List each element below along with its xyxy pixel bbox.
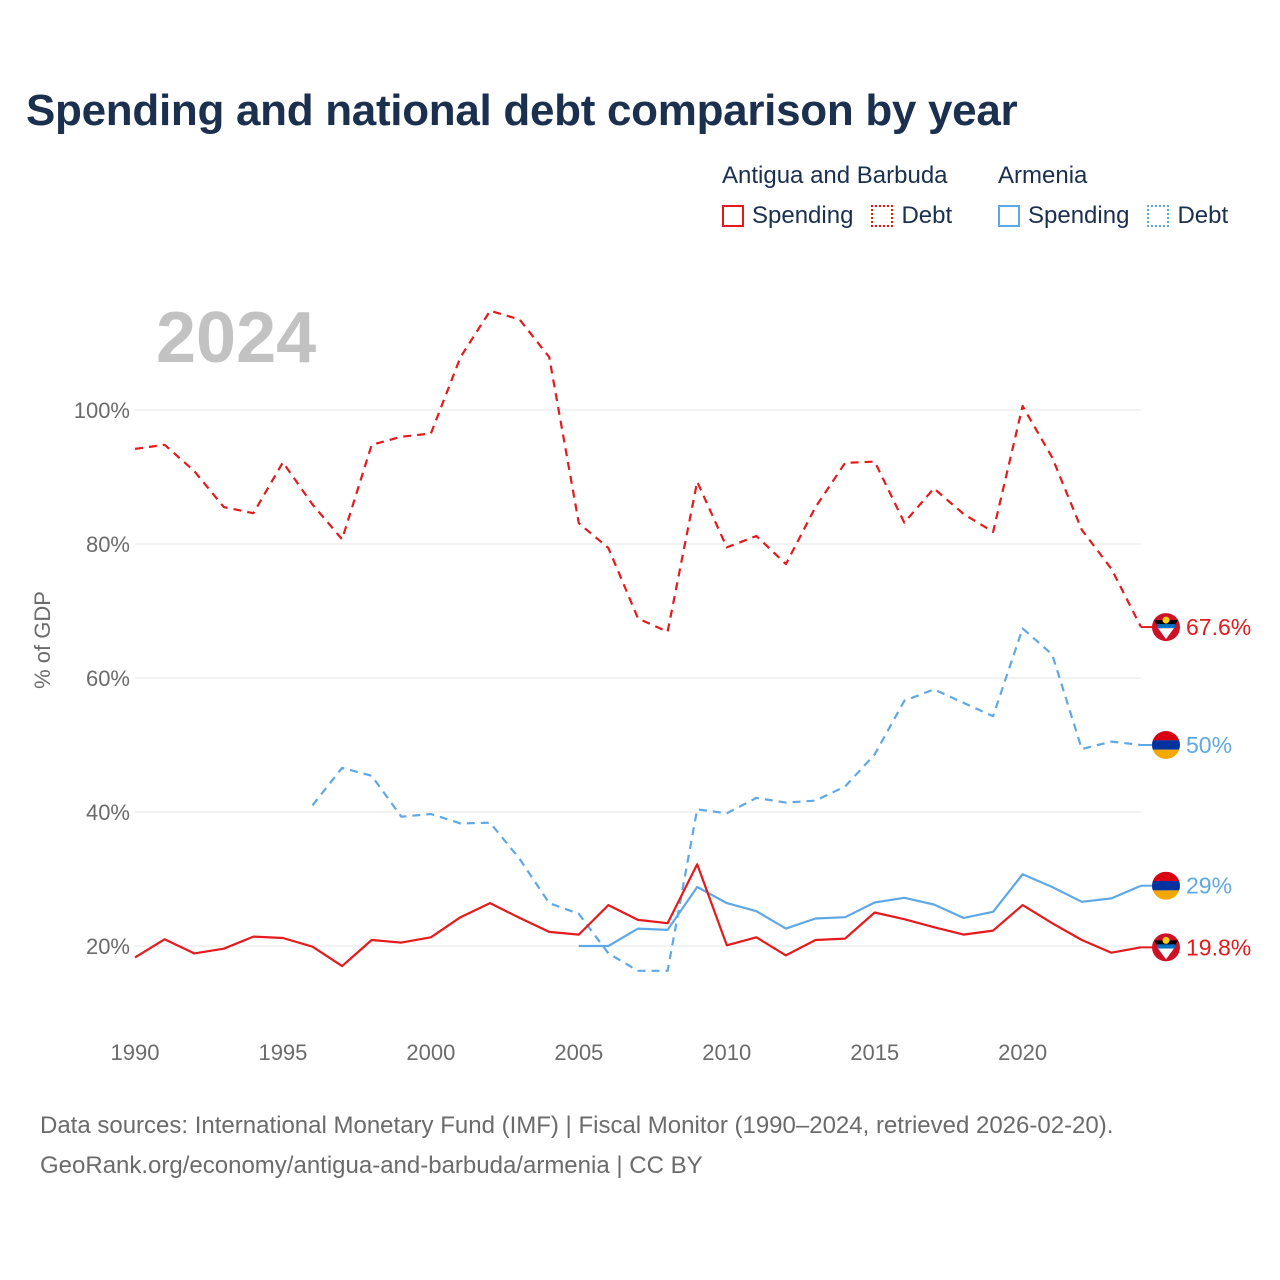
- flag-stripe-blue: [1152, 881, 1180, 891]
- legend-group-label: Antigua and Barbuda: [722, 162, 948, 189]
- flag-stripe-red: [1152, 871, 1180, 882]
- x-tick-label: 1990: [111, 1040, 160, 1065]
- legend-item-label: Spending: [1028, 202, 1130, 229]
- flag-triangle-white: [1158, 948, 1174, 960]
- y-tick-label: 20%: [86, 934, 130, 959]
- legend-item-armenia-spending[interactable]: Spending: [998, 202, 1129, 230]
- antigua-and-barbuda-flag-icon: [1152, 933, 1180, 962]
- legend-item-antigua-debt[interactable]: Debt: [871, 202, 952, 230]
- end-value-label: 19.8%: [1186, 934, 1251, 960]
- end-value-label: 67.6%: [1186, 614, 1251, 640]
- legend-item-label: Debt: [901, 202, 953, 229]
- flag-stripe-red: [1152, 731, 1180, 741]
- flag-band-blue: [1157, 944, 1175, 949]
- x-tick-label: 2010: [702, 1040, 751, 1065]
- armenia-flag-icon: [1152, 871, 1180, 900]
- x-tick-label: 2005: [554, 1040, 603, 1065]
- flag-stripe-orange: [1152, 749, 1180, 759]
- y-tick-label: 80%: [86, 532, 130, 557]
- source-line-2: GeoRank.org/economy/antigua-and-barbuda/…: [40, 1152, 703, 1179]
- armenia-flag-icon: [1152, 731, 1180, 759]
- x-tick-label: 2020: [998, 1040, 1047, 1065]
- legend-swatch-solid: [998, 205, 1020, 227]
- end-value-label: 50%: [1186, 732, 1232, 758]
- legend-item-label: Spending: [752, 202, 854, 229]
- end-value-label: 29%: [1186, 873, 1232, 899]
- series-line-armenia-spending: [578, 873, 1142, 948]
- legend-item-label: Debt: [1177, 202, 1229, 229]
- y-axis-label: % of GDP: [30, 591, 55, 689]
- source-note: Data sources: International Monetary Fun…: [40, 1106, 1113, 1186]
- y-tick-label: 40%: [86, 800, 130, 825]
- source-line-1: Data sources: International Monetary Fun…: [40, 1112, 1114, 1139]
- chart-title: Spending and national debt comparison by…: [26, 86, 1018, 135]
- legend-swatch-dotted: [1147, 205, 1170, 227]
- x-tick-label: 1995: [258, 1040, 307, 1065]
- legend-group-antigua-and-barbuda: Antigua and Barbuda Spending Debt: [722, 162, 970, 230]
- flag-band-blue: [1157, 624, 1175, 629]
- legend-item-armenia-debt[interactable]: Debt: [1147, 202, 1228, 230]
- flag-triangle-white: [1158, 628, 1174, 640]
- flag-stripe-orange: [1152, 890, 1180, 900]
- series-line-antigua-and-barbuda-debt: [134, 309, 1142, 633]
- flag-stripes: [1152, 871, 1180, 900]
- x-tick-label: 2000: [406, 1040, 455, 1065]
- legend-swatch-solid: [722, 205, 744, 227]
- y-tick-label: 100%: [74, 398, 130, 423]
- legend-item-antigua-spending[interactable]: Spending: [722, 202, 853, 230]
- flag-sun: [1162, 936, 1170, 944]
- flag-stripes: [1152, 731, 1180, 759]
- flag-sun: [1162, 616, 1170, 624]
- antigua-and-barbuda-flag-icon: [1152, 613, 1180, 642]
- y-tick-label: 60%: [86, 666, 130, 691]
- legend-swatch-dotted: [871, 205, 894, 227]
- x-tick-label: 2015: [850, 1040, 899, 1065]
- legend-group-armenia: Armenia Spending Debt: [998, 162, 1246, 230]
- year-overlay: 2024: [156, 298, 316, 378]
- flag-stripe-blue: [1152, 740, 1180, 750]
- series-line-antigua-and-barbuda-spending: [134, 863, 1142, 968]
- series-line-armenia-debt: [311, 627, 1142, 972]
- legend-group-label: Armenia: [998, 162, 1088, 189]
